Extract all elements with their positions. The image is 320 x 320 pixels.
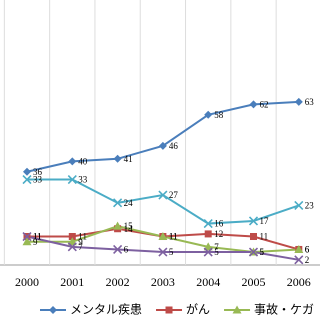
data-label: 2: [305, 255, 310, 265]
point: [203, 218, 213, 229]
legend-label: メンタル疾患: [70, 302, 142, 317]
point: [294, 200, 304, 210]
data-label: 63: [305, 97, 315, 107]
data-label: 11: [33, 232, 42, 242]
data-label: 41: [124, 154, 133, 164]
point: [204, 110, 213, 119]
data-label: 46: [169, 141, 179, 151]
point: [68, 157, 77, 166]
x-tick-label: 2005: [242, 275, 266, 289]
legend-label: 事故・ケガ: [254, 302, 314, 317]
x-tick-label: 2006: [287, 275, 311, 289]
series-line: [27, 178, 300, 225]
point: [22, 231, 32, 242]
data-label: 15: [124, 221, 134, 231]
data-label: 11: [169, 232, 178, 242]
data-label: 9: [33, 237, 38, 247]
point: [158, 141, 167, 150]
data-label: 24: [124, 198, 134, 208]
point: [113, 244, 123, 255]
point: [165, 306, 173, 314]
point: [22, 174, 32, 185]
point: [294, 97, 303, 106]
data-label: 23: [305, 200, 315, 210]
data-label: 5: [169, 247, 174, 257]
point: [158, 247, 168, 257]
point: [23, 167, 31, 176]
data-label: 11: [33, 232, 42, 242]
point: [67, 237, 77, 246]
data-label: 5: [260, 247, 265, 257]
point: [49, 306, 57, 314]
data-label: 7: [78, 242, 83, 252]
data-label: 33: [78, 175, 88, 185]
data-label: 16: [214, 219, 224, 229]
point: [158, 232, 168, 241]
point: [294, 244, 304, 253]
x-tick-label: 2003: [151, 275, 175, 289]
data-label: 62: [260, 99, 269, 109]
data-label: 11: [169, 232, 178, 242]
data-label: 11: [78, 232, 87, 242]
point: [113, 198, 123, 208]
legend-label: がん: [186, 302, 210, 317]
x-tick-label: 2000: [15, 275, 39, 289]
point: [204, 230, 212, 238]
point: [113, 154, 122, 163]
point: [232, 305, 242, 314]
point: [203, 247, 213, 257]
data-label: 58: [214, 110, 224, 120]
data-label: 5: [260, 247, 265, 257]
data-label: 6: [124, 245, 129, 255]
data-label: 6: [305, 245, 310, 255]
data-label: 11: [260, 232, 269, 242]
data-label: 17: [260, 216, 270, 226]
data-label: 33: [33, 175, 43, 185]
x-tick-label: 2002: [106, 275, 130, 289]
point: [158, 190, 168, 200]
point: [249, 100, 258, 109]
data-label: 12: [214, 229, 223, 239]
x-tick-label: 2004: [196, 275, 220, 289]
point: [68, 233, 76, 241]
point: [250, 233, 257, 241]
series-line: [26, 100, 299, 173]
data-label: 9: [78, 237, 83, 247]
data-label: 6: [305, 245, 310, 255]
data-label: 27: [169, 190, 179, 200]
data-label: 5: [214, 247, 219, 257]
data-label: 40: [78, 156, 88, 166]
point: [203, 242, 213, 251]
data-label: 7: [214, 242, 219, 252]
point: [113, 221, 123, 230]
point: [22, 237, 32, 246]
x-tick-label: 2001: [60, 275, 84, 289]
point: [67, 174, 77, 185]
point: [294, 255, 304, 265]
point: [248, 216, 259, 226]
point: [248, 247, 259, 257]
data-label: 14: [124, 224, 134, 234]
data-label: 36: [33, 167, 43, 177]
point: [67, 242, 77, 252]
